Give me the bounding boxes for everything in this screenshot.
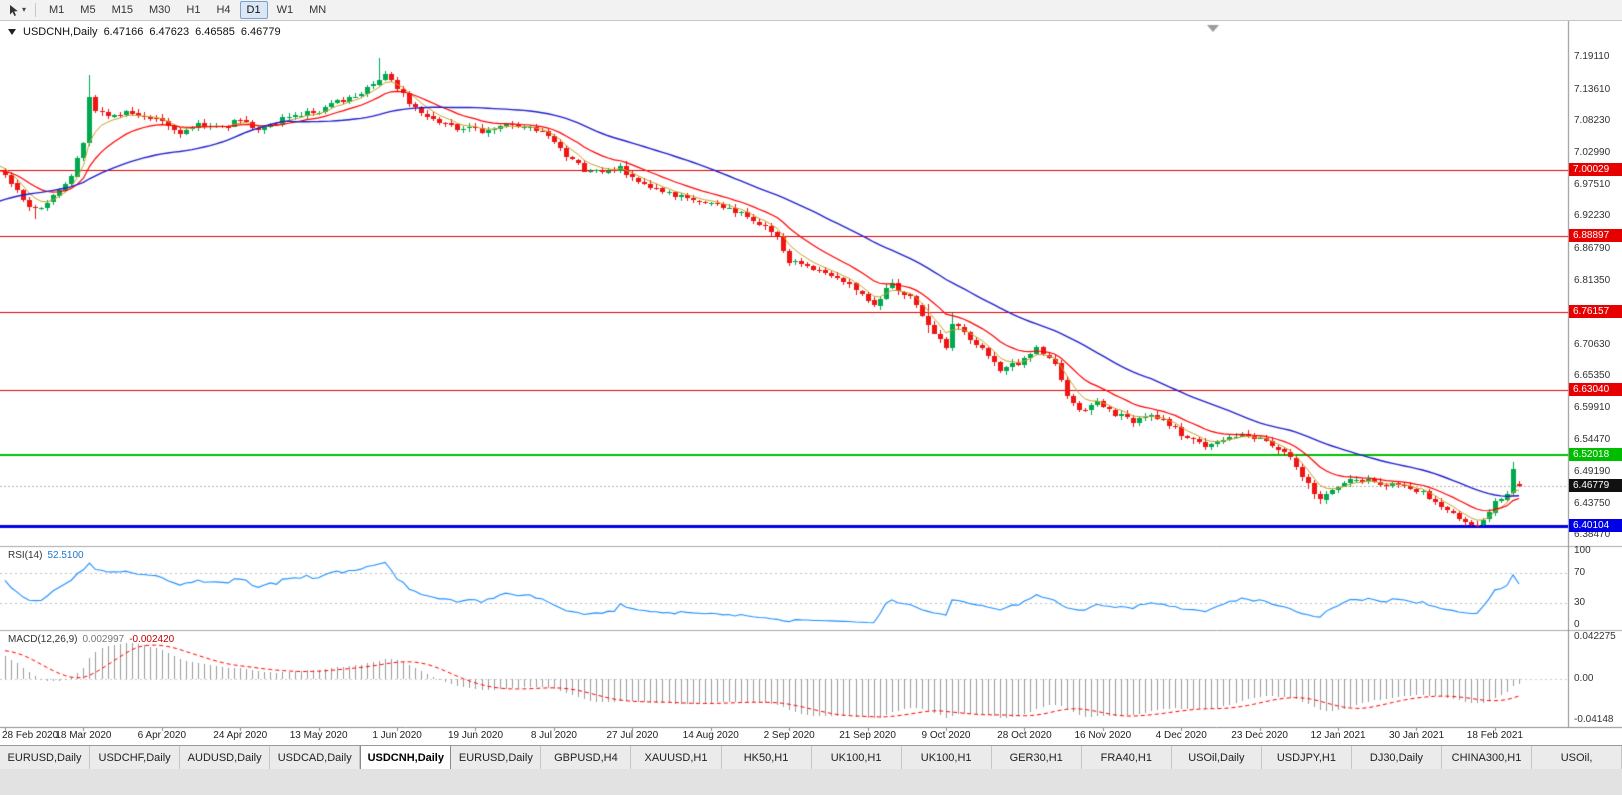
price-level-label: 6.40104 — [1569, 518, 1622, 532]
chart-canvas[interactable] — [0, 21, 1622, 745]
tab-usdchf-daily[interactable]: USDCHF,Daily — [90, 746, 181, 769]
price-scale-label: 6.70630 — [1574, 338, 1611, 350]
price-level-label: 7.00029 — [1569, 163, 1622, 177]
time-scale-label: 16 Nov 2020 — [1074, 730, 1132, 741]
cursor-tool-button[interactable]: ▾ — [4, 3, 30, 18]
time-scale-label: 19 Jun 2020 — [447, 730, 504, 741]
price-level-label: 6.88897 — [1569, 229, 1622, 243]
tab-usoil-daily[interactable]: USOil,Daily — [1172, 746, 1262, 769]
tab-uk100-h1[interactable]: UK100,H1 — [902, 746, 992, 769]
tab-ger30-h1[interactable]: GER30,H1 — [992, 746, 1082, 769]
price-scale-label: 7.13610 — [1574, 83, 1611, 95]
timeframe-group: M1 M5 M15 M30 H1 H4 D1 W1 MN — [41, 1, 334, 19]
current-price-label: 6.46779 — [1569, 478, 1622, 492]
price-scale-label: 6.38470 — [1574, 529, 1611, 541]
rsi-scale-label: 0 — [1574, 619, 1580, 630]
tab-usoil[interactable]: USOil, — [1532, 746, 1622, 769]
time-scale-label: 6 Apr 2020 — [137, 730, 187, 741]
price-scale-label: 6.92230 — [1574, 210, 1611, 222]
time-scale-label: 4 Dec 2020 — [1155, 730, 1207, 741]
chart-tab-bar: EURUSD,Daily USDCHF,Daily AUDUSD,Daily USDC… — [0, 745, 1622, 769]
time-scale-label: 24 Apr 2020 — [213, 730, 268, 741]
time-scale[interactable]: 28 Feb 2020 18 Mar 2020 6 Apr 2020 24 Apr 2… — [0, 728, 1568, 745]
price-scale-label: 6.49190 — [1574, 465, 1611, 477]
tab-usdcad-daily[interactable]: USDCAD,Daily — [270, 746, 361, 769]
time-scale-label: 28 Oct 2020 — [997, 730, 1052, 741]
timeframe-button-m5[interactable]: M5 — [80, 4, 96, 16]
price-scale[interactable]: 7.19110 7.13610 7.08230 7.02990 6.97510 6.922… — [1569, 21, 1622, 745]
macd-scale-label: -0.04148 — [1574, 714, 1614, 726]
timeframe-button-m30[interactable]: M30 — [148, 4, 171, 16]
timeframe-button-m1[interactable]: M1 — [49, 4, 65, 16]
price-scale-label: 7.08230 — [1574, 115, 1611, 127]
bottom-filler — [0, 769, 1622, 795]
time-scale-label: 9 Oct 2020 — [921, 730, 971, 741]
price-scale-label: 6.81350 — [1574, 274, 1611, 286]
time-scale-label: 18 Feb 2021 — [1466, 730, 1523, 741]
price-scale-label: 6.59910 — [1574, 402, 1611, 414]
rsi-scale-label: 100 — [1574, 545, 1591, 556]
time-scale-label: 27 Jul 2020 — [606, 730, 659, 741]
time-scale-label: 1 Jun 2020 — [372, 730, 422, 741]
price-scale-label: 6.97510 — [1574, 179, 1611, 191]
time-scale-label: 21 Sep 2020 — [839, 730, 896, 741]
macd-scale-label: 0.00 — [1574, 673, 1594, 684]
tab-fra40-h1[interactable]: FRA40,H1 — [1082, 746, 1172, 769]
timeframe-button-h4[interactable]: H4 — [216, 4, 231, 16]
price-level-label: 6.63040 — [1569, 382, 1622, 396]
timeframe-button-mn[interactable]: MN — [309, 4, 327, 16]
rsi-scale-label: 70 — [1574, 567, 1586, 579]
chart-window: USDCNH,Daily 6.47166 6.47623 6.46585 6.4… — [0, 21, 1622, 745]
tab-uk100-h1[interactable]: UK100,H1 — [812, 746, 902, 769]
tab-gbpusd-h4[interactable]: GBPUSD,H4 — [541, 746, 632, 769]
price-scale-label: 6.54470 — [1574, 434, 1611, 446]
price-scale-label: 6.43750 — [1574, 497, 1611, 509]
tab-usdjpy-h1[interactable]: USDJPY,H1 — [1262, 746, 1352, 769]
timeframe-button-h1[interactable]: H1 — [186, 4, 201, 16]
tab-eurusd-daily[interactable]: EURUSD,Daily — [451, 746, 542, 769]
time-scale-label: 18 Mar 2020 — [55, 730, 112, 741]
time-scale-label: 28 Feb 2020 — [2, 730, 59, 741]
tab-eurusd-daily[interactable]: EURUSD,Daily — [0, 746, 91, 769]
time-scale-label: 30 Jan 2021 — [1388, 730, 1445, 741]
top-toolbar: ▾ M1 M5 M15 M30 H1 H4 D1 W1 MN — [0, 0, 1622, 21]
timeframe-button-d1[interactable]: D1 — [239, 1, 268, 19]
time-scale-label: 12 Jan 2021 — [1310, 730, 1366, 741]
price-scale-label: 6.65350 — [1574, 369, 1611, 381]
tab-china300-h1[interactable]: CHINA300,H1 — [1442, 746, 1533, 769]
time-scale-label: 13 May 2020 — [289, 730, 348, 741]
tab-xauusd-h1[interactable]: XAUUSD,H1 — [631, 746, 722, 769]
time-scale-label: 23 Dec 2020 — [1231, 730, 1288, 741]
macd-scale-label: 0.042275 — [1574, 631, 1616, 643]
time-scale-label: 8 Jul 2020 — [530, 730, 577, 741]
time-scale-label: 14 Aug 2020 — [682, 730, 739, 741]
cursor-icon — [10, 4, 18, 16]
tab-audusd-daily[interactable]: AUDUSD,Daily — [180, 746, 271, 769]
price-level-label: 6.52018 — [1569, 447, 1622, 461]
price-scale-label: 7.19110 — [1574, 50, 1610, 62]
timeframe-button-w1[interactable]: W1 — [276, 4, 294, 16]
tab-dj30-daily[interactable]: DJ30,Daily — [1352, 746, 1442, 769]
chevron-down-icon: ▾ — [22, 5, 27, 14]
timeframe-button-m15[interactable]: M15 — [111, 4, 133, 16]
price-level-label: 6.76157 — [1569, 304, 1622, 318]
rsi-scale-label: 30 — [1574, 596, 1586, 608]
toolbar-separator — [35, 3, 37, 17]
price-scale-label: 6.86790 — [1574, 242, 1611, 254]
tab-usdcnh-daily[interactable]: USDCNH,Daily — [360, 746, 452, 769]
tab-hk50-h1[interactable]: HK50,H1 — [722, 746, 812, 769]
price-scale-label: 7.02990 — [1574, 146, 1611, 158]
time-scale-label: 2 Sep 2020 — [763, 730, 815, 741]
